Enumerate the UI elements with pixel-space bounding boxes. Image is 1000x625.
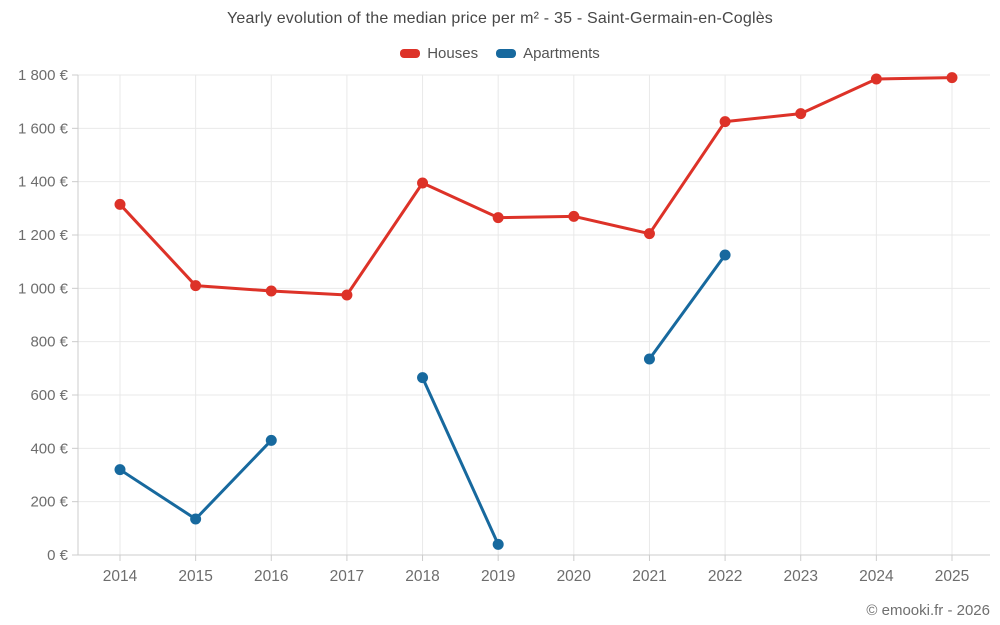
x-tick-label: 2016 (254, 568, 288, 585)
copyright-text: © emooki.fr - 2026 (866, 602, 990, 619)
data-point-apartments[interactable] (643, 353, 655, 365)
data-point-apartments[interactable] (492, 538, 504, 550)
y-tick-label: 800 € (30, 334, 68, 351)
x-tick-label: 2024 (859, 568, 894, 585)
data-point-houses[interactable] (114, 198, 126, 210)
x-tick-label: 2017 (330, 568, 364, 585)
data-point-houses[interactable] (795, 108, 807, 120)
x-tick-label: 2023 (783, 568, 817, 585)
data-point-houses[interactable] (643, 228, 655, 240)
x-tick-label: 2018 (405, 568, 439, 585)
data-point-houses[interactable] (719, 116, 731, 128)
y-tick-label: 1 000 € (18, 280, 69, 297)
data-point-apartments[interactable] (719, 249, 731, 261)
data-point-apartments[interactable] (114, 464, 126, 476)
data-point-apartments[interactable] (190, 513, 202, 525)
y-tick-label: 200 € (30, 494, 68, 511)
y-tick-label: 600 € (30, 387, 68, 404)
data-point-houses[interactable] (341, 289, 353, 301)
x-tick-label: 2021 (632, 568, 666, 585)
y-tick-label: 1 800 € (18, 67, 69, 84)
x-tick-label: 2019 (481, 568, 515, 585)
data-point-houses[interactable] (265, 285, 277, 297)
chart-title: Yearly evolution of the median price per… (226, 10, 773, 27)
legend-item-apartments[interactable]: Apartments (496, 45, 600, 62)
x-tick-label: 2025 (935, 568, 969, 585)
x-tick-label: 2014 (103, 568, 138, 585)
data-point-houses[interactable] (946, 72, 958, 84)
x-tick-label: 2022 (708, 568, 742, 585)
x-tick-label: 2015 (178, 568, 212, 585)
data-point-houses[interactable] (870, 73, 882, 85)
data-point-houses[interactable] (492, 212, 504, 224)
data-point-houses[interactable] (190, 280, 202, 292)
legend-item-houses[interactable]: Houses (400, 45, 478, 62)
data-point-apartments[interactable] (265, 434, 277, 446)
y-tick-label: 0 € (47, 547, 69, 564)
x-tick-label: 2020 (557, 568, 592, 585)
series-line-apartments (647, 253, 727, 361)
chart-legend: Houses Apartments (0, 45, 1000, 62)
y-tick-label: 1 600 € (18, 120, 69, 137)
y-tick-label: 1 400 € (18, 174, 69, 191)
y-tick-label: 400 € (30, 440, 68, 457)
houses-legend-swatch-icon (400, 49, 421, 58)
y-tick-label: 1 200 € (18, 227, 69, 244)
data-point-houses[interactable] (417, 177, 429, 189)
series-line-apartments (421, 376, 500, 546)
series-line-houses (118, 76, 954, 297)
data-point-houses[interactable] (568, 210, 580, 222)
apartments-legend-swatch-icon (496, 49, 517, 58)
legend-label-apartments: Apartments (523, 45, 600, 62)
data-point-apartments[interactable] (417, 372, 429, 384)
legend-label-houses: Houses (427, 45, 479, 62)
